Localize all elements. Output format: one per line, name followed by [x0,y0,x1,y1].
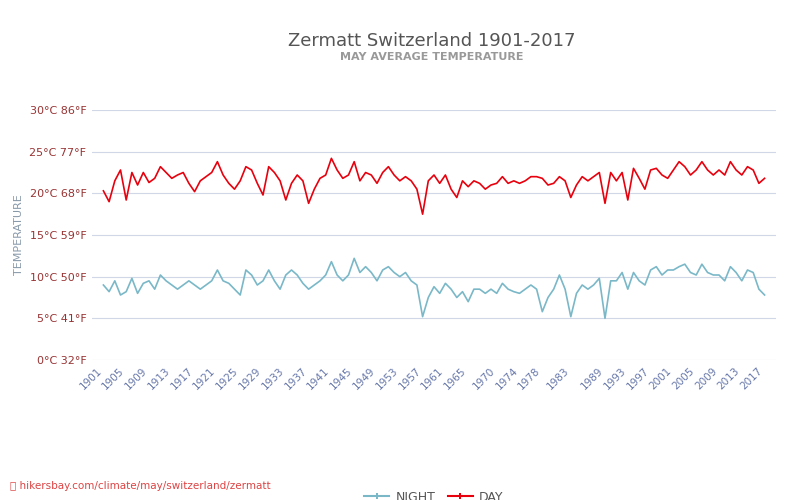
Legend: NIGHT, DAY: NIGHT, DAY [359,486,509,500]
Text: 📍 hikersbay.com/climate/may/switzerland/zermatt: 📍 hikersbay.com/climate/may/switzerland/… [10,481,271,491]
Text: Zermatt Switzerland 1901-2017: Zermatt Switzerland 1901-2017 [288,32,576,50]
Text: MAY AVERAGE TEMPERATURE: MAY AVERAGE TEMPERATURE [340,52,524,62]
Y-axis label: TEMPERATURE: TEMPERATURE [14,194,24,276]
